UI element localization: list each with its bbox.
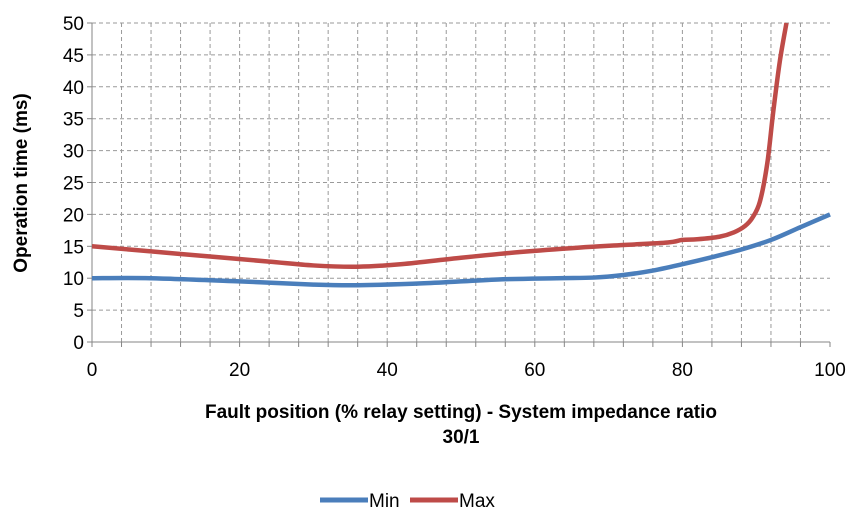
legend-label-max: Max <box>459 491 495 512</box>
x-tick-label: 40 <box>377 360 398 381</box>
x-tick-labels: 0 20 40 60 80 100 <box>87 360 846 381</box>
grid <box>92 22 830 342</box>
x-tick-label: 100 <box>814 360 846 381</box>
y-tick-label: 0 <box>73 333 84 354</box>
series-line-max <box>91 22 789 270</box>
y-tick-label: 50 <box>63 14 84 35</box>
y-tick-label: 5 <box>73 301 84 322</box>
y-tick-label: 35 <box>63 110 84 131</box>
y-tick-label: 40 <box>63 78 84 99</box>
series-lines <box>91 22 831 288</box>
x-tick-label: 20 <box>229 360 250 381</box>
x-tick-label: 80 <box>672 360 693 381</box>
y-tick-label: 25 <box>63 174 84 195</box>
x-axis-title-line-1: Fault position (% relay setting) - Syste… <box>205 402 717 423</box>
x-tick-label: 60 <box>524 360 545 381</box>
y-tick-label: 30 <box>63 142 84 163</box>
y-tick-label: 15 <box>63 237 84 258</box>
y-tick-labels: 0 5 10 15 20 25 30 35 40 45 50 <box>63 14 84 354</box>
legend: Min Max <box>320 491 495 512</box>
axes <box>87 22 831 347</box>
y-axis-title: Operation time (ms) <box>11 93 32 272</box>
y-tick-label: 45 <box>63 46 84 67</box>
x-axis-title-line-2: 30/1 <box>443 427 480 448</box>
y-tick-label: 20 <box>63 205 84 226</box>
y-tick-label: 10 <box>63 269 84 290</box>
legend-label-min: Min <box>369 491 400 512</box>
series-line-min <box>91 212 831 288</box>
x-tick-label: 0 <box>87 360 98 381</box>
